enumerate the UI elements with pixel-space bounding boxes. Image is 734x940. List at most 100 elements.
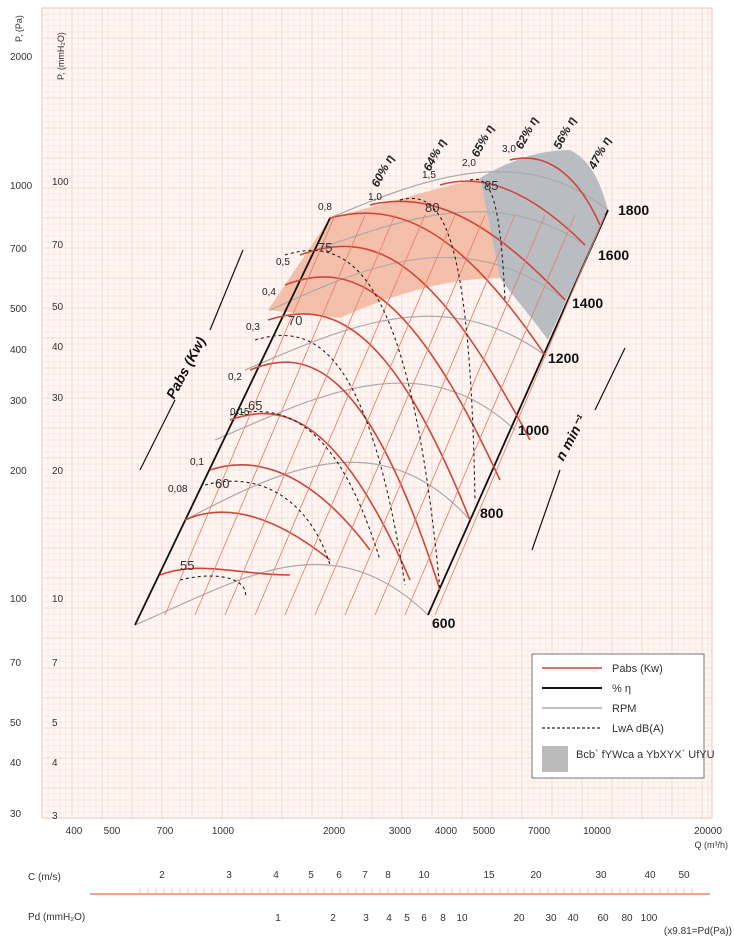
- sound-label: 60: [215, 476, 229, 491]
- pd-tick-label: 5: [404, 913, 410, 924]
- rpm-curve: [134, 564, 429, 626]
- x-tick-label: 10000: [583, 826, 611, 837]
- velocity-tick-label: 3: [226, 870, 232, 881]
- optimal-zone: [268, 178, 500, 318]
- power-grid-line: [374, 214, 546, 616]
- y2-tick-label: 30: [52, 393, 64, 404]
- pd-tick-label: 20: [513, 913, 525, 924]
- axes: 2000 1000 700 500 400 300 200 100 70 50 40 30 100 70 5…: [10, 15, 728, 850]
- y2-tick-label: 20: [52, 466, 64, 477]
- power-curve: [284, 276, 501, 481]
- power-grid-line: [254, 214, 426, 616]
- y-tick-label: 400: [10, 345, 27, 356]
- pd-tick-label: 10: [456, 913, 468, 924]
- rpm-curve: [214, 382, 516, 441]
- plot-grid: [41, 7, 713, 819]
- legend: Pabs (Kw) % η RPM LwA dB(A) Bcb` fYWca a YbX…: [531, 653, 715, 779]
- y2-tick-label: 40: [52, 342, 64, 353]
- y-tick-label: 30: [10, 809, 22, 820]
- velocity-tick-label: 2: [159, 870, 165, 881]
- pd-tick-label: 4: [386, 913, 392, 924]
- rpm-label: 1000: [518, 422, 549, 438]
- sound-label: 75: [318, 240, 332, 255]
- power-label: 0,15: [230, 407, 250, 418]
- y-tick-label: 100: [10, 594, 27, 605]
- velocity-tick-label: 15: [483, 870, 495, 881]
- pd-tick-label: 30: [545, 913, 557, 924]
- legend-label: LwA dB(A): [612, 723, 664, 735]
- power-grid-line: [404, 214, 576, 616]
- pd-tick-label: 80: [621, 913, 633, 924]
- legend-label: Pabs (Kw): [612, 663, 663, 675]
- rpm-axis-arrow: [594, 347, 626, 411]
- x-tick-label: 4000: [435, 826, 458, 837]
- x-axis-title: Q (m³/h): [695, 840, 729, 850]
- velocity-tick-label: 50: [678, 870, 690, 881]
- y-tick-label: 1000: [10, 181, 33, 192]
- pd-tick-label: 8: [440, 913, 446, 924]
- y-tick-label: 70: [10, 658, 22, 669]
- power-curve: [509, 157, 601, 226]
- x-tick-label: 400: [66, 826, 83, 837]
- sound-label: 80: [425, 200, 439, 215]
- rpm-label: 1400: [572, 295, 603, 311]
- legend-swatch: [542, 746, 568, 772]
- y2-tick-label: 70: [52, 240, 64, 251]
- power-label: 0,5: [276, 257, 290, 268]
- rpm-label: 600: [432, 615, 456, 631]
- power-curve: [249, 361, 441, 591]
- y2-tick-label: 3: [52, 811, 58, 822]
- rpm-label: 1200: [548, 350, 579, 366]
- pd-tick-label: 6: [421, 913, 427, 924]
- pd-tick-label: 40: [567, 913, 579, 924]
- y-tick-label: 40: [10, 758, 22, 769]
- y-axis-title: P, (Pa): [14, 15, 24, 42]
- power-grid-line: [434, 214, 606, 616]
- x-tick-label: 2000: [323, 826, 346, 837]
- power-grid-line: [314, 214, 486, 616]
- sound-curve: [179, 575, 247, 599]
- rpm-curve: [244, 315, 546, 371]
- power-grid-line: [284, 214, 456, 616]
- sound-curve: [254, 334, 406, 586]
- rpm-label: 1600: [598, 247, 629, 263]
- y-tick-label: 200: [10, 466, 27, 477]
- rpm-curve: [184, 461, 471, 521]
- pd-scale-title: Pd (mmH₂O): [28, 912, 85, 923]
- y2-tick-label: 10: [52, 594, 64, 605]
- sound-curve: [284, 249, 441, 591]
- velocity-tick-label: 10: [418, 870, 430, 881]
- x-tick-label: 3000: [389, 826, 412, 837]
- sound-curve: [399, 197, 476, 501]
- pd-tick-label: 60: [597, 913, 609, 924]
- velocity-tick-label: 4: [273, 870, 279, 881]
- velocity-tick-label: 7: [362, 870, 368, 881]
- power-label: 0,2: [228, 372, 242, 383]
- y2-tick-label: 100: [52, 177, 69, 188]
- sound-curve: [229, 411, 381, 561]
- sound-curve: [469, 178, 506, 301]
- rpm-axis-arrow: [531, 469, 561, 551]
- y-tick-label: 700: [10, 244, 27, 255]
- y-tick-label: 300: [10, 396, 27, 407]
- pd-scale-note: (x9.81=Pd(Pa)): [664, 926, 732, 937]
- velocity-tick-label: 5: [308, 870, 314, 881]
- power-label: 1,5: [422, 170, 436, 181]
- power-grid-line: [224, 214, 396, 616]
- x-tick-label: 1000: [212, 826, 235, 837]
- y2-tick-label: 5: [52, 718, 58, 729]
- y-tick-label: 50: [10, 718, 22, 729]
- velocity-tick-label: 40: [644, 870, 656, 881]
- velocity-tick-label: 20: [530, 870, 542, 881]
- sound-label: 65: [248, 398, 262, 413]
- y-tick-label: 500: [10, 304, 27, 315]
- power-axis-arrow: [139, 399, 176, 471]
- power-label: 0,1: [190, 457, 204, 468]
- power-curve: [159, 567, 291, 576]
- pd-tick-label: 3: [363, 913, 369, 924]
- curves: [134, 157, 609, 626]
- sound-label: 85: [484, 178, 498, 193]
- power-label: 1,0: [368, 192, 382, 203]
